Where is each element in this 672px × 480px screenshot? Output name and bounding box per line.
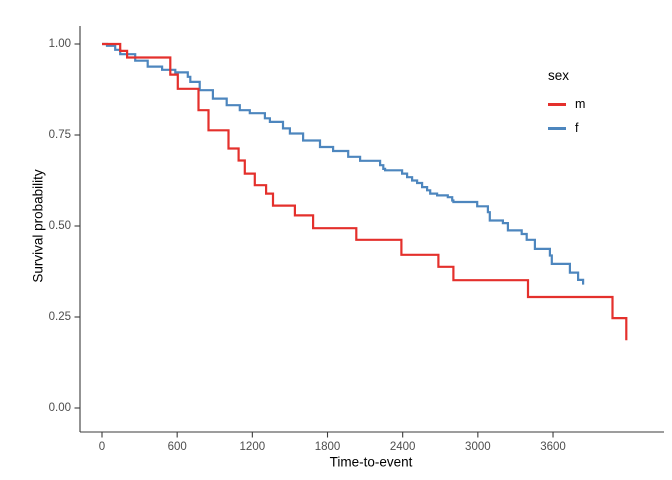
- x-tick-label: 1800: [314, 441, 341, 453]
- survival-curve-f: [102, 42, 585, 285]
- x-tick-label: 600: [167, 441, 187, 453]
- y-tick-label: 0.75: [48, 129, 71, 141]
- y-tick-label: 0.50: [48, 220, 71, 232]
- legend-key-line-f: [548, 126, 566, 130]
- legend-item-m: m: [548, 92, 585, 116]
- legend-title: sex: [548, 68, 570, 83]
- survival-curve-m: [102, 42, 628, 341]
- y-tick-label: 1.00: [48, 38, 71, 50]
- x-tick-label: 0: [98, 441, 106, 453]
- legend-label: m: [575, 97, 586, 111]
- x-tick-label: 1200: [239, 441, 266, 453]
- y-axis-title: Survival probability: [30, 169, 46, 283]
- x-tick-label: 3000: [465, 441, 491, 453]
- legend-label: f: [575, 121, 579, 135]
- y-tick-label: 0.25: [48, 311, 71, 323]
- x-axis-title: Time-to-event: [329, 454, 413, 470]
- y-tick-label: 0.00: [48, 402, 71, 414]
- x-tick-label: 2400: [389, 441, 416, 453]
- x-tick-label: 3600: [540, 441, 566, 453]
- legend-item-f: f: [548, 116, 585, 140]
- legend-key-line-m: [548, 102, 566, 106]
